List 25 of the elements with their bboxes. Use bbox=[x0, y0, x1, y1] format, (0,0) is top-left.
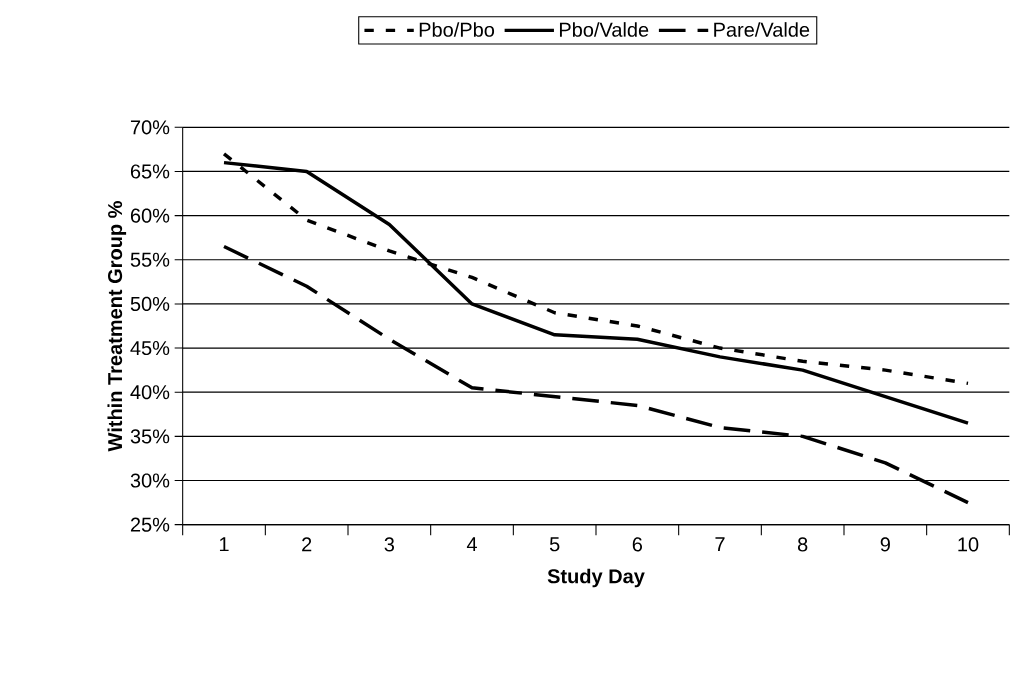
x-tick-label: 5 bbox=[549, 537, 560, 552]
x-tick-label: 3 bbox=[384, 537, 395, 552]
x-tick-label: 8 bbox=[797, 537, 808, 552]
x-tick-label: 1 bbox=[219, 537, 229, 552]
x-tick-label: 10 bbox=[958, 537, 979, 552]
x-tick-label: 9 bbox=[880, 537, 890, 552]
y-tick-label: 70% bbox=[130, 120, 170, 135]
legend-label: Pbo/Pbo bbox=[419, 22, 495, 37]
legend-label: Pare/Valde bbox=[714, 22, 810, 37]
legend-label: Pbo/Valde bbox=[559, 22, 649, 37]
x-axis-title: Study Day bbox=[547, 568, 645, 588]
y-tick-label: 55% bbox=[130, 252, 170, 267]
y-tick-label: 40% bbox=[130, 385, 170, 400]
y-tick-label: 65% bbox=[130, 164, 170, 179]
y-tick-label: 35% bbox=[130, 429, 170, 444]
y-tick-label: 25% bbox=[130, 517, 170, 532]
x-tick-label: 4 bbox=[466, 537, 477, 552]
x-tick-label: 6 bbox=[632, 537, 643, 552]
y-tick-label: 60% bbox=[130, 208, 170, 223]
x-tick-label: 7 bbox=[715, 537, 725, 552]
x-tick-label: 2 bbox=[302, 537, 312, 552]
y-tick-label: 30% bbox=[130, 473, 170, 488]
y-tick-label: 50% bbox=[130, 296, 170, 311]
y-axis-title: Within Treatment Group % bbox=[107, 201, 127, 452]
y-tick-label: 45% bbox=[130, 341, 170, 356]
